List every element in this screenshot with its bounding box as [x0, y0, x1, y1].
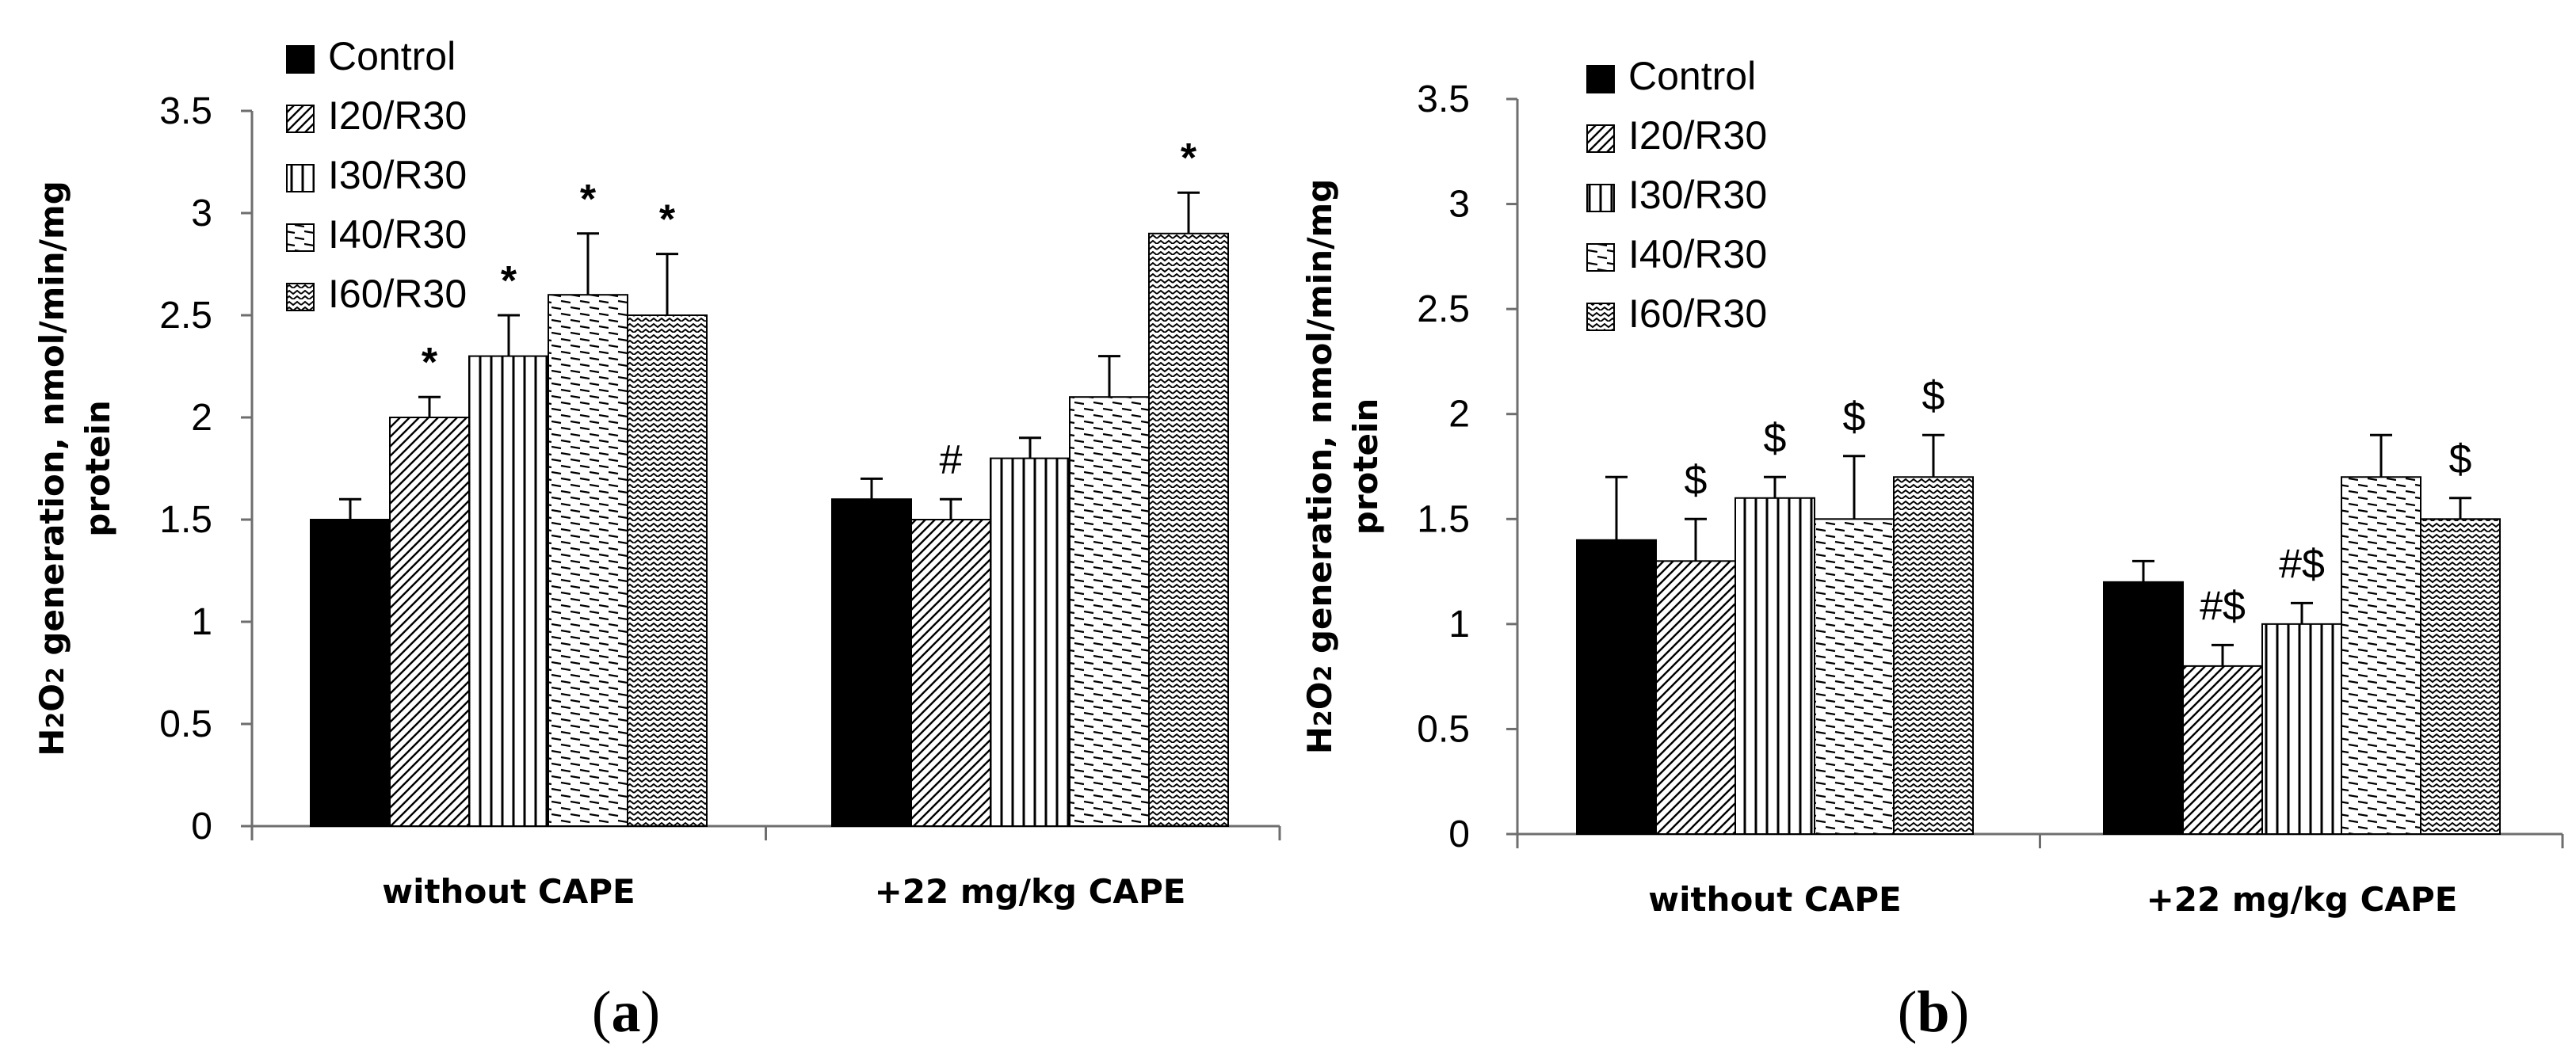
y-tick-label: 1: [1448, 604, 1470, 646]
legend-swatch: [286, 223, 315, 252]
significance-mark: *: [659, 197, 676, 243]
category-label: +22 mg/kg CAPE: [2147, 880, 2458, 919]
panel-label: (a): [592, 980, 660, 1045]
legend-label: I30/R30: [1628, 173, 1767, 217]
legend-label: I30/R30: [328, 153, 467, 197]
legend-swatch: [1586, 303, 1615, 331]
y-axis-label: H2O2 generation, nmol/min/mg protein: [32, 181, 117, 756]
y-tick-label: 1.5: [159, 499, 212, 541]
significance-mark: $: [1922, 373, 1945, 419]
category-label: +22 mg/kg CAPE: [875, 872, 1186, 911]
bar-i60-r30-1: [627, 314, 708, 827]
legend-swatch: [286, 283, 315, 311]
y-tick-label: 0.5: [1417, 708, 1470, 750]
y-tick-label: 3.5: [159, 90, 212, 132]
panel-label: (b): [1898, 980, 1969, 1045]
y-tick-label: 2: [191, 397, 212, 439]
legend-swatch: [1586, 243, 1615, 272]
category-label: without CAPE: [1648, 880, 1901, 919]
chart-panel-b: 0 0.5 1 1.5 2 2.5 3 3.5 without CAPE +22 mg/kg CA…: [1300, 54, 2564, 1045]
legend-label: Control: [328, 34, 456, 78]
bar-i40-r30-1: [548, 294, 628, 827]
bar-control-1: [1576, 539, 1657, 835]
significance-mark: #: [940, 437, 963, 483]
chart-panel-a: 0 0.5 1 1.5 2 2.5 3 3.5 without CAPE +22 mg/kg CA…: [32, 34, 1281, 1045]
legend-swatch: [286, 164, 315, 192]
bar-i40-r30-2: [2341, 476, 2421, 835]
legend-label: I60/R30: [328, 272, 467, 316]
y-tick-label: 0: [1448, 813, 1470, 855]
y-tick-label: 3: [1448, 184, 1470, 226]
bar-i20-r30-2: [910, 519, 991, 827]
bar-i30-r30-2: [2261, 623, 2342, 835]
bar-i60-r30-2: [1148, 232, 1229, 827]
legend-swatch: [286, 105, 315, 133]
significance-mark: #$: [2279, 541, 2325, 587]
legend-swatch: [1586, 184, 1615, 212]
bar-i60-r30-1: [1893, 476, 1974, 835]
y-tick-label: 2.5: [1417, 288, 1470, 330]
y-tick-label: 1.5: [1417, 498, 1470, 540]
legend-swatch: [1586, 65, 1615, 93]
bar-i20-r30-1: [1655, 560, 1736, 835]
y-tick-label: 3: [191, 192, 212, 234]
y-tick-label: 2.5: [159, 295, 212, 337]
bar-control-2: [2103, 581, 2184, 835]
y-tick-label: 3.5: [1417, 78, 1470, 120]
category-label: without CAPE: [382, 872, 635, 911]
bar-i40-r30-1: [1814, 518, 1895, 835]
bar-i60-r30-2: [2420, 518, 2501, 835]
legend-label: Control: [1628, 54, 1756, 98]
legend-label: I20/R30: [1628, 113, 1767, 158]
bar-i30-r30-1: [468, 355, 549, 828]
bar-control-1: [310, 519, 391, 827]
legend-label: I40/R30: [1628, 232, 1767, 276]
significance-mark: $: [1764, 415, 1787, 461]
bar-control-2: [831, 498, 912, 827]
significance-mark: $: [2449, 436, 2472, 482]
bar-i30-r30-1: [1735, 497, 1815, 835]
significance-mark: *: [501, 258, 517, 304]
significance-mark: *: [422, 340, 438, 386]
significance-mark: $: [1685, 457, 1708, 503]
bar-i20-r30-1: [389, 417, 470, 827]
y-tick-label: 0: [191, 806, 212, 848]
significance-mark: *: [580, 177, 597, 223]
legend-swatch: [286, 45, 315, 74]
significance-mark: #$: [2200, 583, 2246, 629]
bar-i20-r30-2: [2182, 665, 2263, 836]
legend-label: I20/R30: [328, 93, 467, 138]
legend-label: I40/R30: [328, 212, 467, 257]
y-tick-label: 0.5: [159, 703, 212, 745]
y-tick-label: 2: [1448, 394, 1470, 436]
legend-swatch: [1586, 124, 1615, 153]
bar-i40-r30-2: [1069, 396, 1150, 827]
legend-label: I60/R30: [1628, 291, 1767, 336]
bar-i30-r30-2: [990, 457, 1070, 827]
significance-mark: *: [1181, 135, 1197, 181]
y-axis-label: H2O2 generation, nmol/min/mg protein: [1300, 179, 1385, 755]
y-tick-label: 1: [191, 601, 212, 643]
significance-mark: $: [1843, 394, 1866, 440]
